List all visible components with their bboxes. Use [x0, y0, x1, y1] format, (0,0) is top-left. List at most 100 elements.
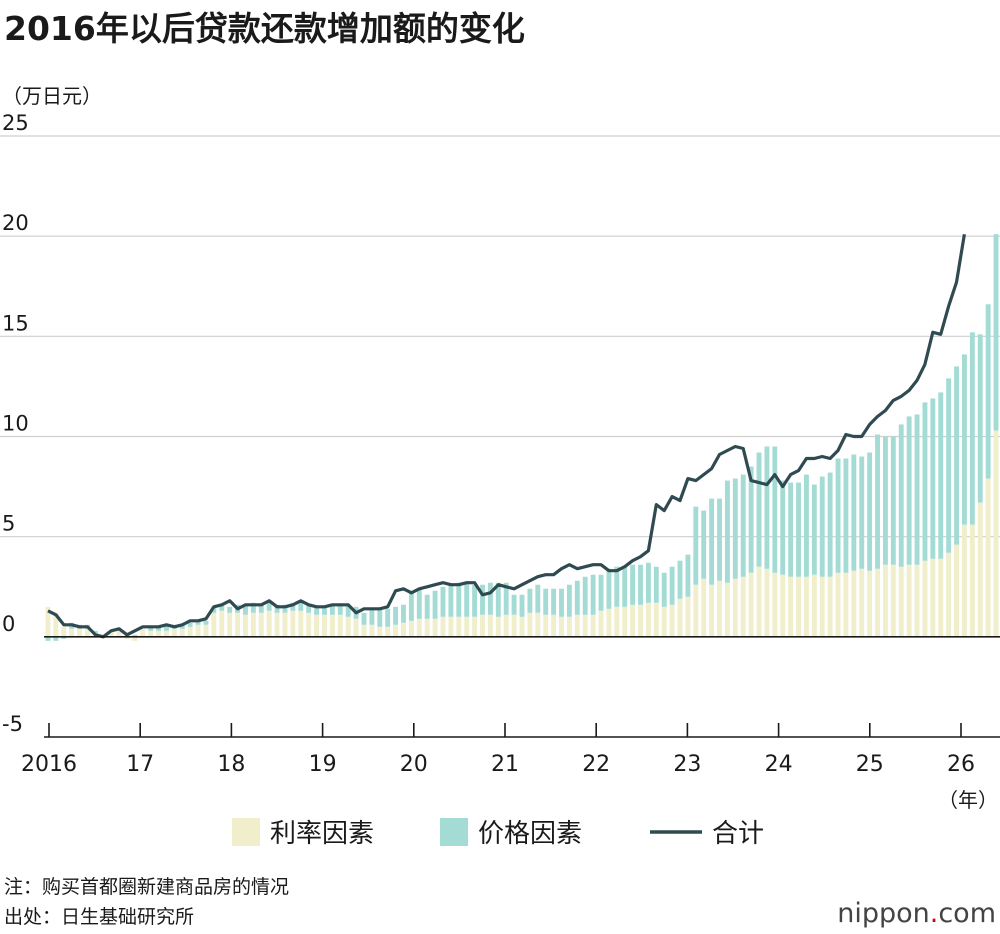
bar-price: [487, 582, 493, 615]
bar-price: [203, 620, 209, 625]
bar-rate: [780, 574, 786, 637]
bar-price: [724, 480, 730, 583]
bar-rate: [187, 626, 193, 637]
bar-price: [922, 402, 928, 561]
bar-rate: [653, 602, 659, 637]
bar-price: [811, 484, 817, 575]
bar-rate: [906, 564, 912, 637]
bar-price: [345, 604, 351, 617]
bar-rate: [732, 578, 738, 637]
bar-price: [867, 452, 873, 571]
bar-price: [187, 622, 193, 627]
bar-rate: [77, 628, 83, 637]
bar-price: [543, 588, 549, 615]
bar-price: [653, 566, 659, 603]
bar-rate: [377, 626, 383, 637]
bar-rate: [456, 616, 462, 637]
bar-rate: [61, 626, 67, 637]
bar-price: [977, 334, 983, 503]
bar-rate: [85, 628, 90, 637]
bar-price: [511, 594, 517, 615]
total-line-path: [47, 233, 966, 639]
y-tick-label: 10: [2, 412, 29, 436]
bar-rate: [796, 576, 801, 637]
bar-price: [598, 574, 604, 611]
bar-rate: [748, 572, 754, 637]
bar-rate: [432, 618, 438, 637]
bar-rate: [519, 616, 525, 637]
bar-rate: [827, 576, 833, 637]
bar-price: [566, 584, 572, 617]
bar-price: [329, 604, 335, 615]
bar-price: [179, 624, 185, 629]
bar-rate: [132, 636, 138, 641]
bar-price: [148, 626, 154, 631]
legend-swatch: [440, 818, 468, 846]
bar-price: [693, 506, 699, 585]
bar-rate: [345, 616, 351, 637]
bar-rate: [361, 624, 367, 637]
bar-rate: [977, 502, 983, 637]
bar-price: [551, 588, 557, 615]
bar-rate: [314, 614, 320, 637]
bar-price: [614, 566, 620, 607]
bar-price: [369, 608, 375, 625]
bar-price: [756, 452, 762, 567]
logo-dot: .: [929, 898, 939, 929]
legend: 利率因素 价格因素 合计: [232, 818, 764, 849]
bar-rate: [69, 628, 75, 637]
bar-rate: [922, 560, 928, 637]
y-tick-labels: 25 20 15 10 5 0 -5: [2, 111, 29, 736]
bar-price: [914, 414, 920, 565]
bar-rate: [282, 612, 288, 637]
bar-price: [156, 626, 162, 631]
bar-price: [709, 498, 715, 585]
bar-rate: [408, 620, 414, 637]
bar-rate: [171, 628, 177, 637]
x-tick-label: 18: [217, 752, 245, 777]
bar-price: [314, 606, 320, 615]
bar-rate: [353, 618, 359, 637]
bar-rate: [559, 616, 564, 637]
bar-rate: [693, 584, 699, 637]
bar-rate: [764, 568, 770, 637]
bar-rate: [622, 606, 628, 637]
bar-price: [890, 436, 896, 565]
bar-rate: [717, 580, 722, 637]
bar-rate: [503, 614, 509, 637]
bar-rate: [630, 604, 636, 637]
bar-rate: [227, 612, 233, 637]
bar-rate: [306, 612, 312, 637]
bar-rate: [985, 478, 991, 637]
bar-price: [440, 586, 446, 617]
bar-rate: [116, 630, 122, 637]
bar-price: [211, 606, 217, 613]
x-tick-label: 25: [856, 752, 884, 777]
legend-label: 价格因素: [478, 819, 582, 849]
bar-price: [227, 606, 233, 613]
bar-rate: [235, 612, 241, 637]
bar-rate: [851, 570, 857, 637]
bar-rate: [969, 524, 975, 637]
bar-rate: [401, 622, 406, 637]
bar-price: [938, 392, 944, 559]
bar-rate: [661, 606, 667, 637]
bar-rate: [464, 616, 470, 637]
bar-rate: [203, 624, 209, 637]
bar-rate: [156, 630, 162, 637]
bar-price: [45, 636, 51, 641]
bar-price: [559, 588, 564, 617]
x-tick-label: 17: [126, 752, 154, 777]
bar-rate: [211, 612, 217, 637]
bar-price: [827, 472, 833, 577]
bar-price: [408, 590, 414, 621]
bar-rate: [890, 564, 896, 637]
bar-price: [898, 424, 904, 567]
bar-rate: [337, 614, 343, 637]
y-axis-label: （万日元）: [2, 84, 102, 108]
bar-price: [250, 602, 256, 613]
bar-price: [590, 574, 596, 615]
bar-rate: [677, 598, 683, 637]
bar-price: [630, 564, 636, 605]
